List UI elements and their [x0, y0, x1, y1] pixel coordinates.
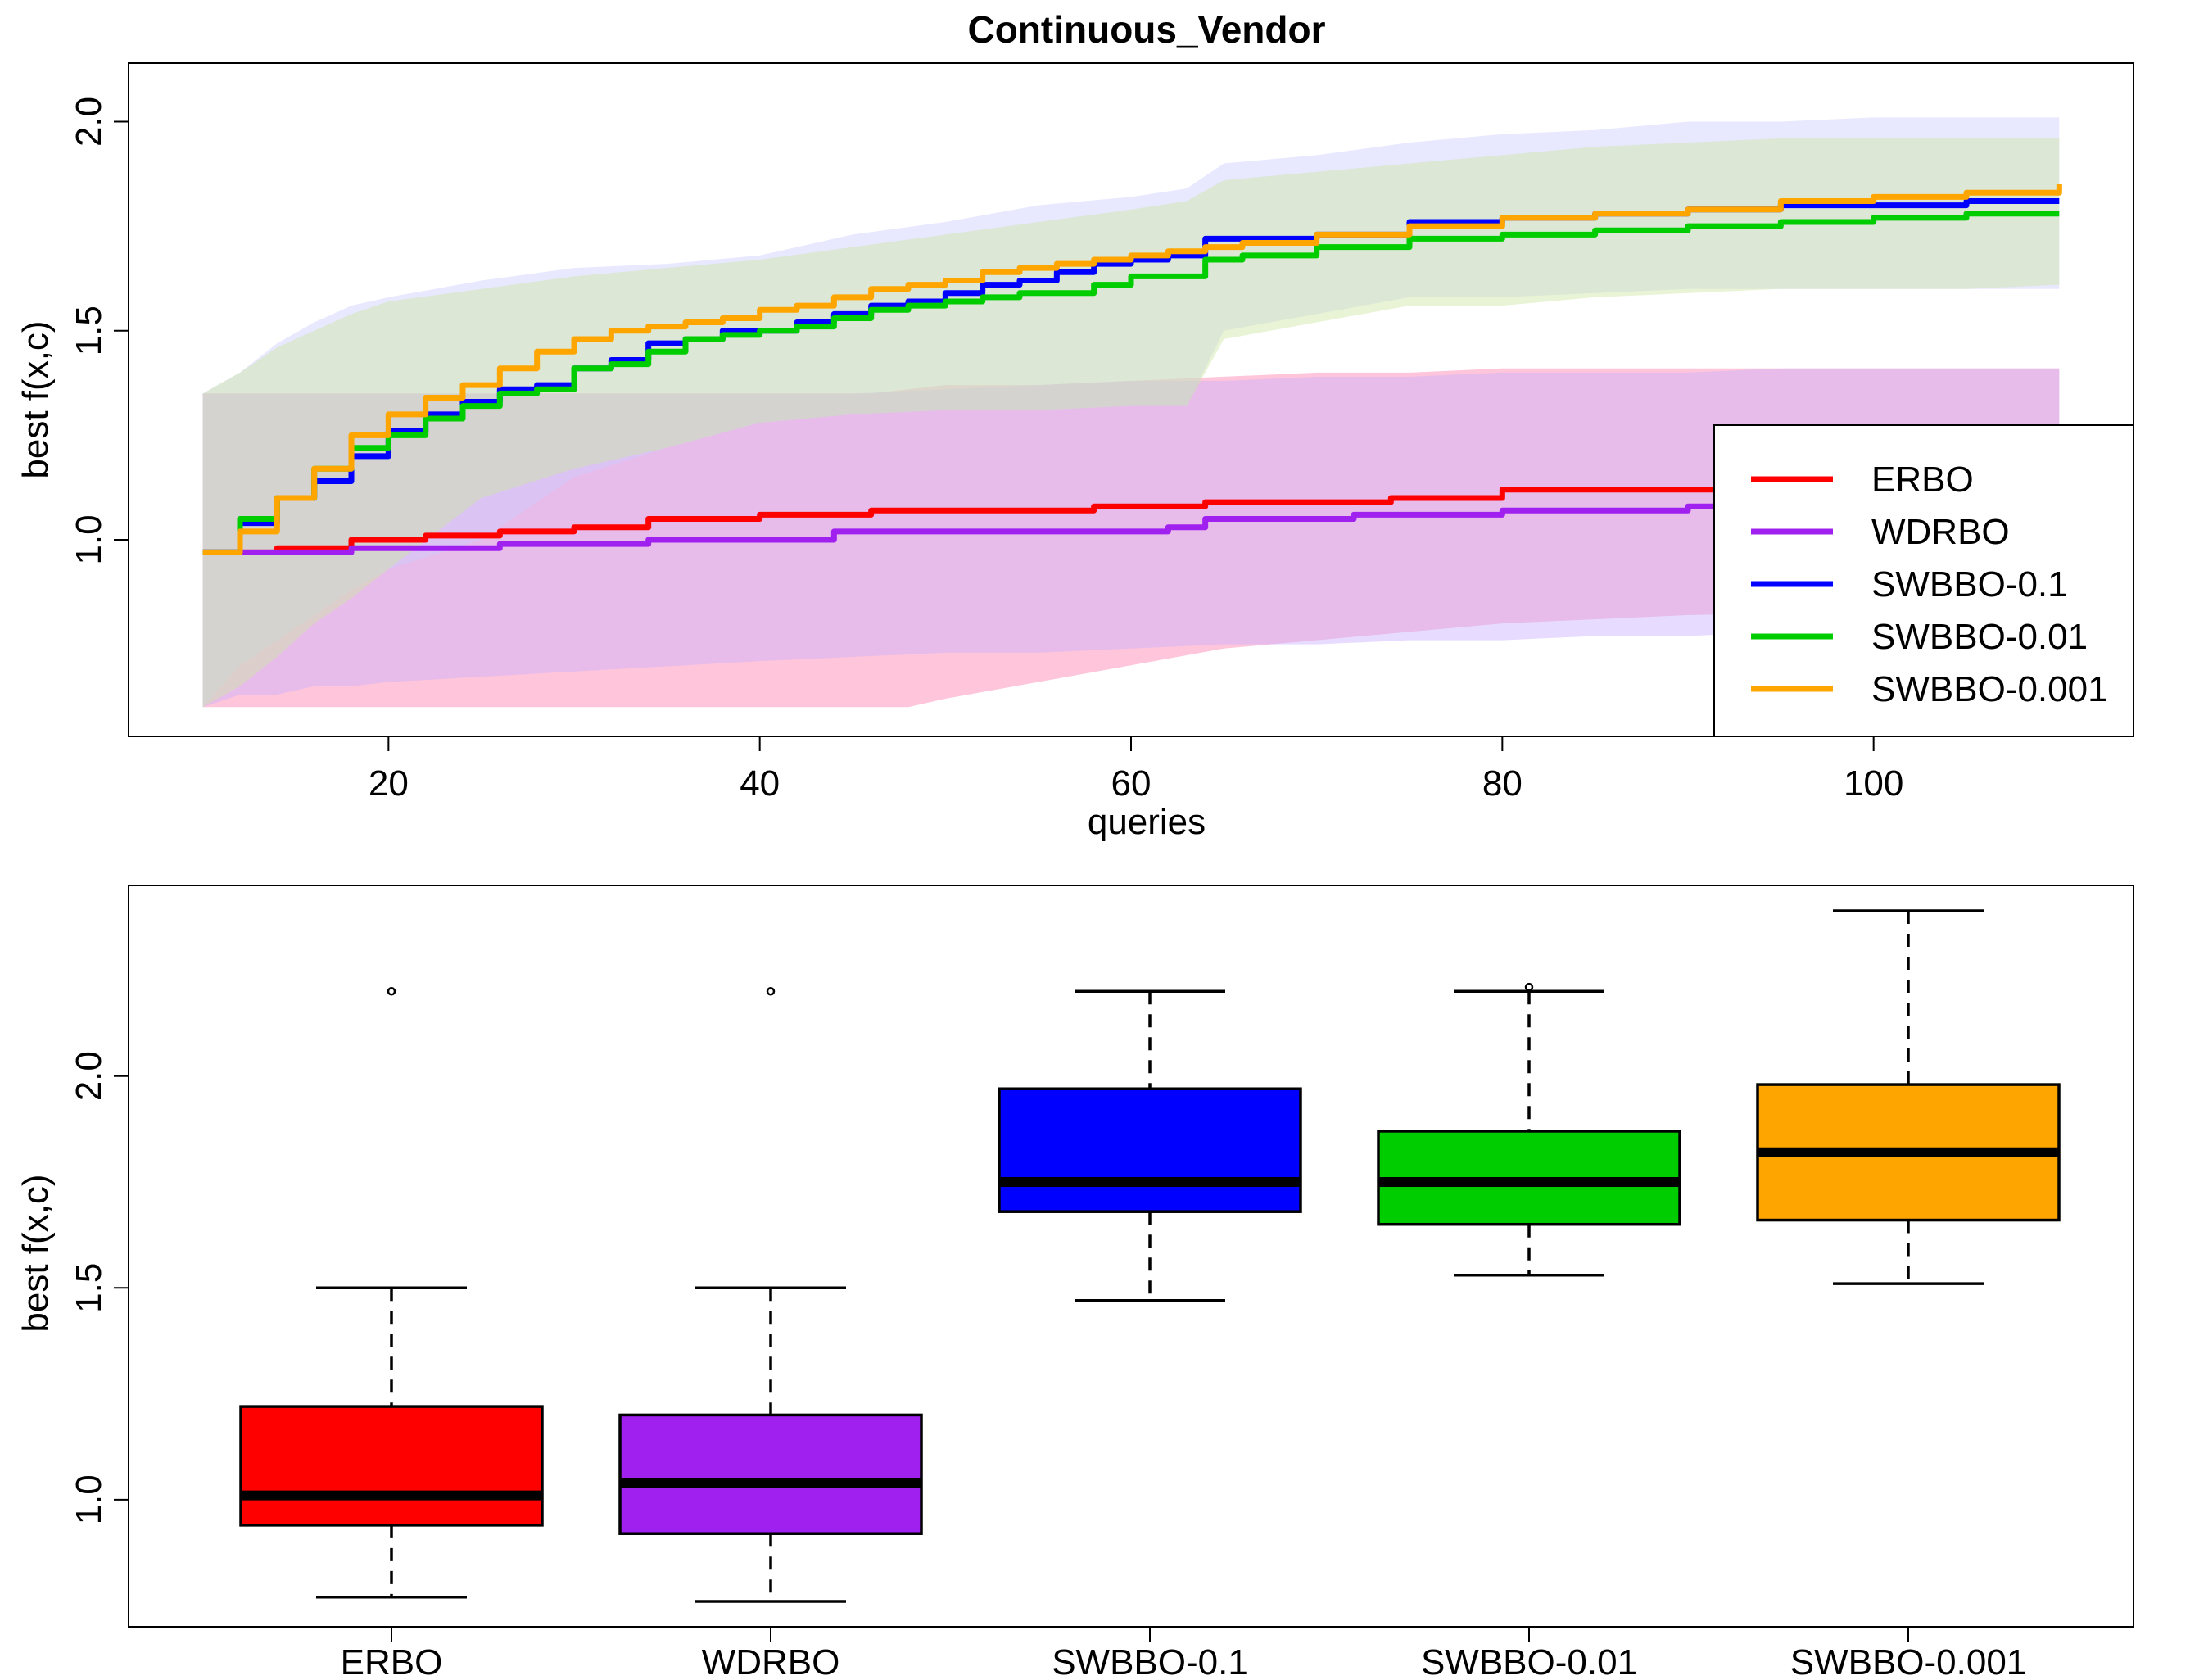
- legend-label: SWBBO-0.1: [1871, 564, 2068, 605]
- x-axis: ERBO WDRBO SWBBO-0.1 SWBBO-0.01 SWBBO-0.001: [341, 1627, 2027, 1680]
- x-tick-label: SWBBO-0.001: [1790, 1642, 2027, 1680]
- outlier-point: [387, 987, 396, 996]
- x-tick-label: 80: [1482, 763, 1523, 804]
- y-tick-label: 2.0: [69, 1051, 109, 1101]
- legend-label: SWBBO-0.001: [1871, 669, 2108, 709]
- box-body: [618, 1413, 923, 1535]
- band-swbbo-0-01: [202, 138, 2060, 708]
- line-erbo: [202, 481, 2062, 555]
- y-tick-label: 1.0: [69, 514, 109, 564]
- y-axis: 1.0 1.5 2.0: [69, 1051, 129, 1524]
- outlier-point: [1524, 982, 1534, 992]
- x-tick-label: WDRBO: [702, 1642, 840, 1680]
- y-axis-label: best f(x,c): [16, 1174, 56, 1332]
- line-swbbo-0-001: [202, 184, 2062, 555]
- band-wdrbo: [202, 368, 2060, 708]
- box-wdrbo: [618, 987, 923, 1603]
- x-tick-label: SWBBO-0.1: [1052, 1642, 1248, 1680]
- box-swbbo-0-01: [1377, 982, 1681, 1277]
- legend: ERBO WDRBO SWBBO-0.1 SWBBO-0.01 SWBBO-0.001: [1713, 424, 2134, 737]
- y-axis-label: best f(x,c): [16, 320, 56, 478]
- confidence-bands: [202, 117, 2060, 708]
- line-chart-panel: Continuous_Vendor 20 40 60 80 100 1.01.52.0 …: [16, 8, 2134, 842]
- box-swbbo-0-1: [998, 989, 1302, 1302]
- box-swbbo-0-001: [1756, 909, 2061, 1285]
- x-tick-label: 100: [1844, 763, 1903, 804]
- legend-label: SWBBO-0.01: [1871, 617, 2088, 657]
- legend-items: ERBO WDRBO SWBBO-0.1 SWBBO-0.01 SWBBO-0.001: [1751, 460, 2108, 709]
- legend-label: ERBO: [1871, 460, 1974, 500]
- boxes: [239, 909, 2061, 1603]
- y-tick-label: 1.0: [69, 1474, 109, 1524]
- band-erbo: [202, 368, 2060, 708]
- outlier-point: [766, 987, 776, 996]
- line-wdrbo: [202, 502, 2062, 555]
- x-axis: 20 40 60 80 100: [369, 736, 1903, 804]
- chart-title: Continuous_Vendor: [968, 8, 1326, 51]
- y-tick-label: 1.5: [69, 1263, 109, 1313]
- x-axis-label: queries: [1088, 802, 1206, 842]
- band-swbbo-0-1: [202, 117, 2060, 708]
- series-lines: [202, 184, 2062, 555]
- box-body: [998, 1087, 1302, 1213]
- box-erbo: [239, 987, 544, 1599]
- line-swbbo-0-01: [202, 211, 2060, 555]
- x-tick-label: 20: [369, 763, 409, 804]
- legend-label: WDRBO: [1871, 512, 2010, 552]
- x-tick-label: 60: [1111, 763, 1152, 804]
- x-tick-label: 40: [740, 763, 780, 804]
- y-tick-label: 1.5: [69, 306, 109, 355]
- y-axis: 1.0 1.5 2.0: [69, 97, 129, 565]
- x-tick-label: SWBBO-0.01: [1421, 1642, 1637, 1680]
- box-body: [239, 1405, 544, 1527]
- y-tick-label: 2.0: [69, 97, 109, 147]
- plot-frame: [128, 885, 2134, 1628]
- x-tick-label: ERBO: [341, 1642, 443, 1680]
- box-plot-panel: ERBO WDRBO SWBBO-0.1 SWBBO-0.01 SWBBO-0.001 …: [16, 885, 2134, 1680]
